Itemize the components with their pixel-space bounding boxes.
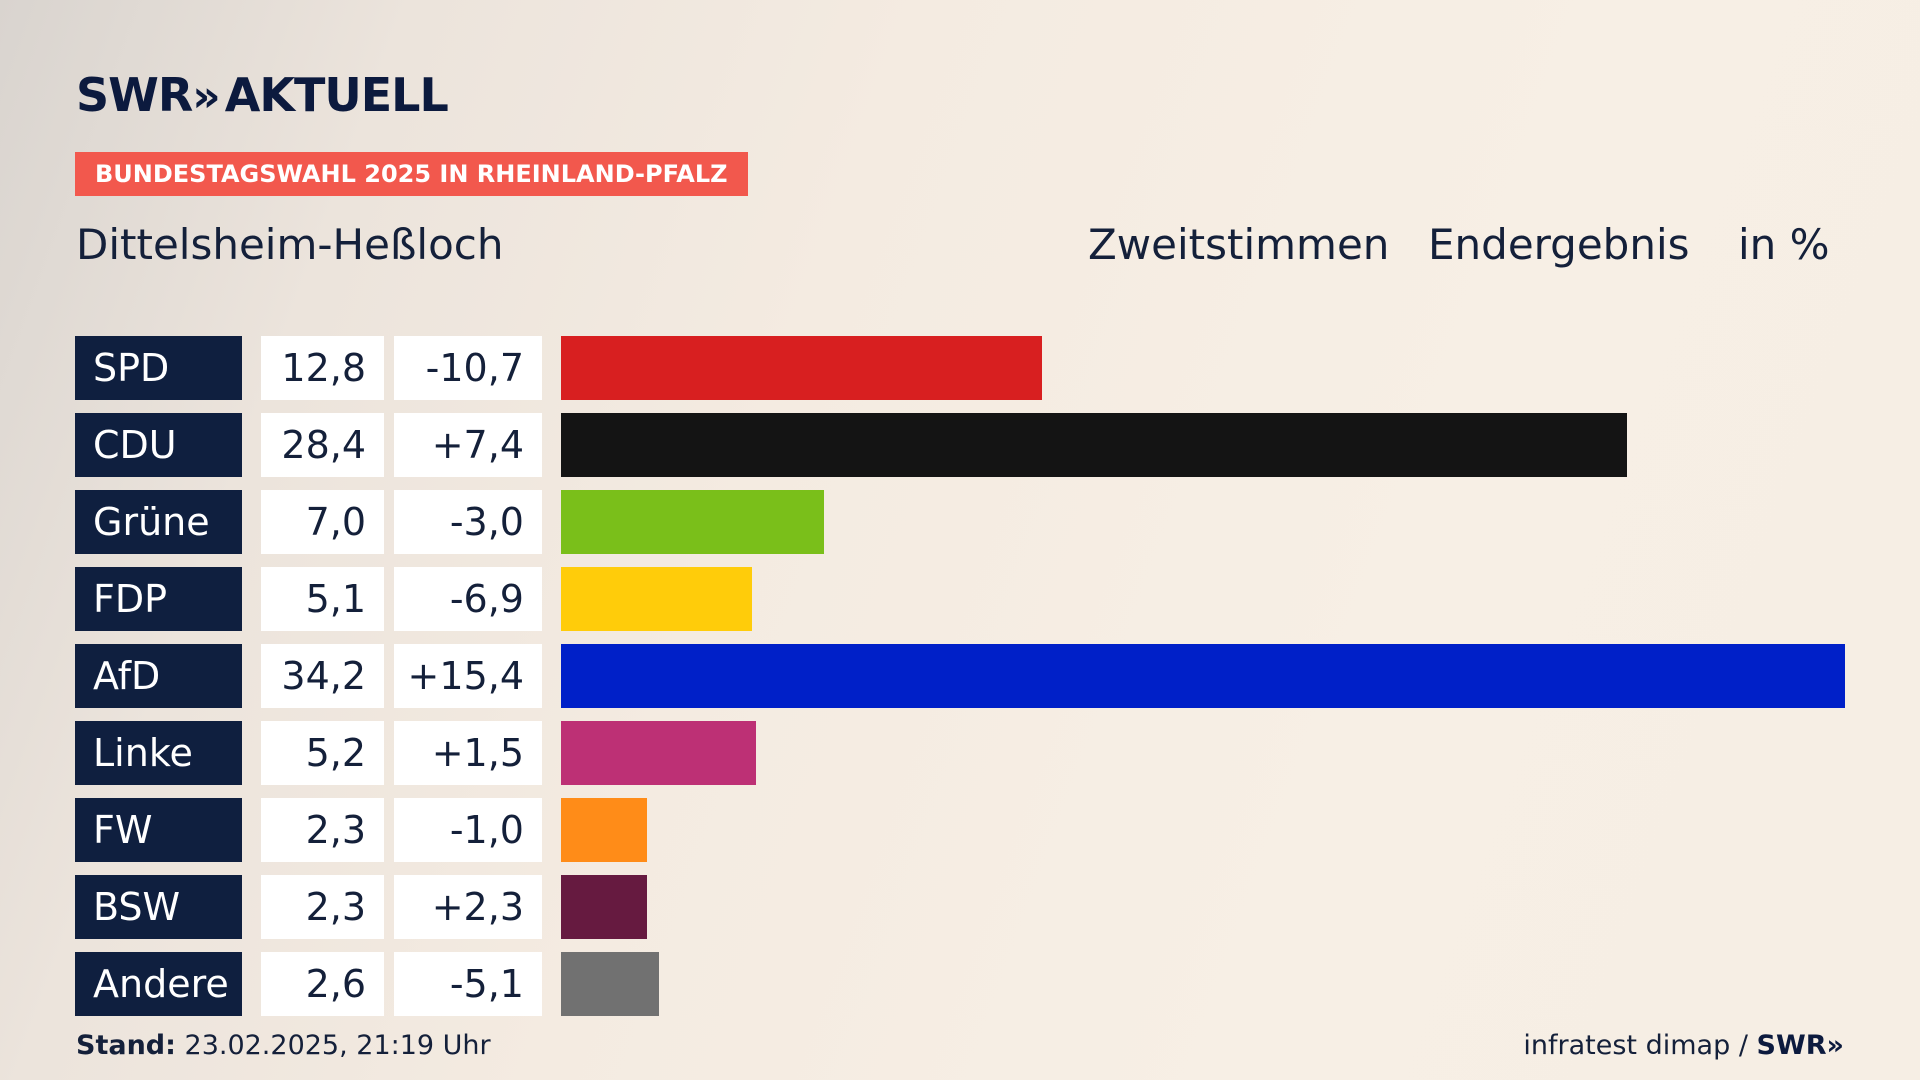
header-unit: in % <box>1738 220 1830 269</box>
party-diff: -3,0 <box>394 490 542 554</box>
swr-aktuell-logo: SWR» AKTUELL <box>76 68 449 122</box>
timestamp-value: 23.02.2025, 21:19 Uhr <box>184 1030 491 1061</box>
party-row-bsw: BSW 2,3 +2,3 <box>0 875 1920 939</box>
party-value: 2,3 <box>261 798 384 862</box>
source-text: infratest dimap / <box>1523 1030 1748 1061</box>
party-label: SPD <box>75 336 242 400</box>
party-diff: +2,3 <box>394 875 542 939</box>
bar-afd <box>561 644 1845 708</box>
party-value: 12,8 <box>261 336 384 400</box>
party-diff: +15,4 <box>394 644 542 708</box>
bar-bsw <box>561 875 647 939</box>
party-value: 2,3 <box>261 875 384 939</box>
party-label: Andere <box>75 952 242 1016</box>
party-label: BSW <box>75 875 242 939</box>
party-label: Linke <box>75 721 242 785</box>
party-row-gr-ne: Grüne 7,0 -3,0 <box>0 490 1920 554</box>
timestamp: Stand: 23.02.2025, 21:19 Uhr <box>76 1030 491 1061</box>
party-value: 34,2 <box>261 644 384 708</box>
source-logo-chevron-icon: » <box>1826 1030 1844 1061</box>
party-row-spd: SPD 12,8 -10,7 <box>0 336 1920 400</box>
header-result-type: Endergebnis <box>1428 220 1690 269</box>
bar-gr-ne <box>561 490 824 554</box>
party-row-linke: Linke 5,2 +1,5 <box>0 721 1920 785</box>
timestamp-label: Stand: <box>76 1030 176 1061</box>
party-label: Grüne <box>75 490 242 554</box>
source-credit: infratest dimap / SWR» <box>1523 1030 1844 1061</box>
party-diff: -6,9 <box>394 567 542 631</box>
party-diff: -10,7 <box>394 336 542 400</box>
bar-andere <box>561 952 659 1016</box>
party-row-fdp: FDP 5,1 -6,9 <box>0 567 1920 631</box>
bar-cdu <box>561 413 1627 477</box>
logo-aktuell-text: AKTUELL <box>224 68 449 122</box>
party-label: FW <box>75 798 242 862</box>
party-diff: -5,1 <box>394 952 542 1016</box>
logo-chevron-icon: » <box>192 71 221 122</box>
party-diff: +1,5 <box>394 721 542 785</box>
header-vote-type: Zweitstimmen <box>1088 220 1390 269</box>
election-badge: BUNDESTAGSWAHL 2025 IN RHEINLAND-PFALZ <box>75 152 748 196</box>
party-diff: +7,4 <box>394 413 542 477</box>
source-logo-text: SWR <box>1756 1030 1827 1061</box>
chart-title: Dittelsheim-Heßloch <box>76 220 504 269</box>
logo-swr-text: SWR <box>76 68 193 122</box>
party-value: 28,4 <box>261 413 384 477</box>
bar-linke <box>561 721 756 785</box>
party-row-fw: FW 2,3 -1,0 <box>0 798 1920 862</box>
party-row-afd: AfD 34,2 +15,4 <box>0 644 1920 708</box>
party-label: AfD <box>75 644 242 708</box>
party-value: 5,1 <box>261 567 384 631</box>
party-diff: -1,0 <box>394 798 542 862</box>
bar-fw <box>561 798 647 862</box>
party-label: CDU <box>75 413 242 477</box>
source-swr-logo: SWR» <box>1757 1030 1844 1061</box>
party-row-andere: Andere 2,6 -5,1 <box>0 952 1920 1016</box>
party-label: FDP <box>75 567 242 631</box>
party-value: 7,0 <box>261 490 384 554</box>
party-value: 5,2 <box>261 721 384 785</box>
party-value: 2,6 <box>261 952 384 1016</box>
party-row-cdu: CDU 28,4 +7,4 <box>0 413 1920 477</box>
bar-spd <box>561 336 1042 400</box>
bar-fdp <box>561 567 752 631</box>
